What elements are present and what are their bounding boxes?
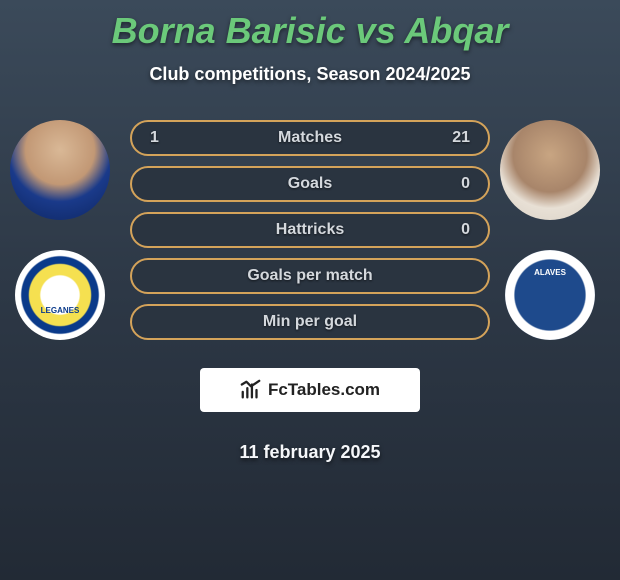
stat-row-gpm: Goals per match bbox=[130, 258, 490, 294]
player-right-avatar bbox=[500, 120, 600, 220]
stat-right-value: 0 bbox=[450, 175, 470, 193]
stat-label: Min per goal bbox=[263, 313, 357, 331]
page-title: Borna Barisic vs Abqar bbox=[0, 0, 620, 52]
date-label: 11 february 2025 bbox=[130, 442, 490, 463]
stats-container: 1 Matches 21 Goals 0 Hattricks 0 Goals p… bbox=[130, 120, 490, 463]
stat-label: Matches bbox=[278, 129, 342, 147]
stat-right-value: 0 bbox=[450, 221, 470, 239]
player-left-avatar bbox=[10, 120, 110, 220]
page-subtitle: Club competitions, Season 2024/2025 bbox=[0, 64, 620, 85]
club-right-logo bbox=[505, 250, 595, 340]
chart-icon bbox=[240, 379, 262, 401]
club-left-logo bbox=[15, 250, 105, 340]
watermark: FcTables.com bbox=[200, 368, 420, 412]
stat-row-goals: Goals 0 bbox=[130, 166, 490, 202]
stat-row-mpg: Min per goal bbox=[130, 304, 490, 340]
stat-left-value: 1 bbox=[150, 129, 170, 147]
right-column bbox=[500, 120, 600, 340]
left-column bbox=[10, 120, 110, 340]
watermark-text: FcTables.com bbox=[268, 380, 380, 400]
stat-right-value: 21 bbox=[450, 129, 470, 147]
stat-label: Goals per match bbox=[247, 267, 372, 285]
stat-row-hattricks: Hattricks 0 bbox=[130, 212, 490, 248]
stat-label: Goals bbox=[288, 175, 332, 193]
stat-label: Hattricks bbox=[276, 221, 344, 239]
stat-row-matches: 1 Matches 21 bbox=[130, 120, 490, 156]
